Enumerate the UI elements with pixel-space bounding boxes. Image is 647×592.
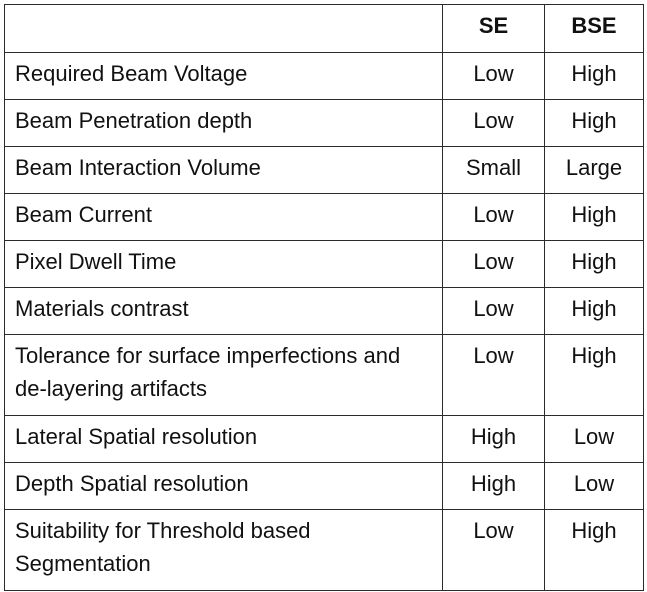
row-label: Materials contrast	[4, 287, 443, 335]
bse-value: High	[544, 334, 644, 416]
bse-value: High	[544, 99, 644, 147]
table-row: Materials contrast Low High	[4, 287, 644, 335]
table-row: Tolerance for surface imperfections and …	[4, 334, 644, 416]
header-corner-cell	[4, 4, 443, 53]
bse-value: Large	[544, 146, 644, 194]
header-se: SE	[442, 4, 545, 53]
bse-value: Low	[544, 462, 644, 510]
bse-value: Low	[544, 415, 644, 463]
se-value: Low	[442, 240, 545, 288]
table-header-row: SE BSE	[4, 4, 644, 53]
se-vs-bse-comparison-table: SE BSE Required Beam Voltage Low High Be…	[4, 4, 644, 591]
table-row: Lateral Spatial resolution High Low	[4, 415, 644, 463]
se-value: High	[442, 415, 545, 463]
table-row: Required Beam Voltage Low High	[4, 52, 644, 100]
row-label: Beam Penetration depth	[4, 99, 443, 147]
row-label: Suitability for Threshold based Segmenta…	[4, 509, 443, 591]
se-value: Low	[442, 287, 545, 335]
se-value: High	[442, 462, 545, 510]
bse-value: High	[544, 287, 644, 335]
comparison-table-container: SE BSE Required Beam Voltage Low High Be…	[4, 4, 644, 591]
table-row: Depth Spatial resolution High Low	[4, 462, 644, 510]
table-row: Beam Interaction Volume Small Large	[4, 146, 644, 194]
bse-value: High	[544, 509, 644, 591]
bse-value: High	[544, 193, 644, 241]
table-row: Suitability for Threshold based Segmenta…	[4, 509, 644, 591]
table-row: Beam Penetration depth Low High	[4, 99, 644, 147]
row-label: Tolerance for surface imperfections and …	[4, 334, 443, 416]
se-value: Low	[442, 99, 545, 147]
header-bse: BSE	[544, 4, 644, 53]
se-value: Low	[442, 509, 545, 591]
row-label: Pixel Dwell Time	[4, 240, 443, 288]
table-row: Beam Current Low High	[4, 193, 644, 241]
bse-value: High	[544, 240, 644, 288]
se-value: Low	[442, 193, 545, 241]
row-label: Lateral Spatial resolution	[4, 415, 443, 463]
table-row: Pixel Dwell Time Low High	[4, 240, 644, 288]
se-value: Small	[442, 146, 545, 194]
se-value: Low	[442, 334, 545, 416]
row-label: Depth Spatial resolution	[4, 462, 443, 510]
row-label: Beam Interaction Volume	[4, 146, 443, 194]
se-value: Low	[442, 52, 545, 100]
row-label: Beam Current	[4, 193, 443, 241]
bse-value: High	[544, 52, 644, 100]
row-label: Required Beam Voltage	[4, 52, 443, 100]
